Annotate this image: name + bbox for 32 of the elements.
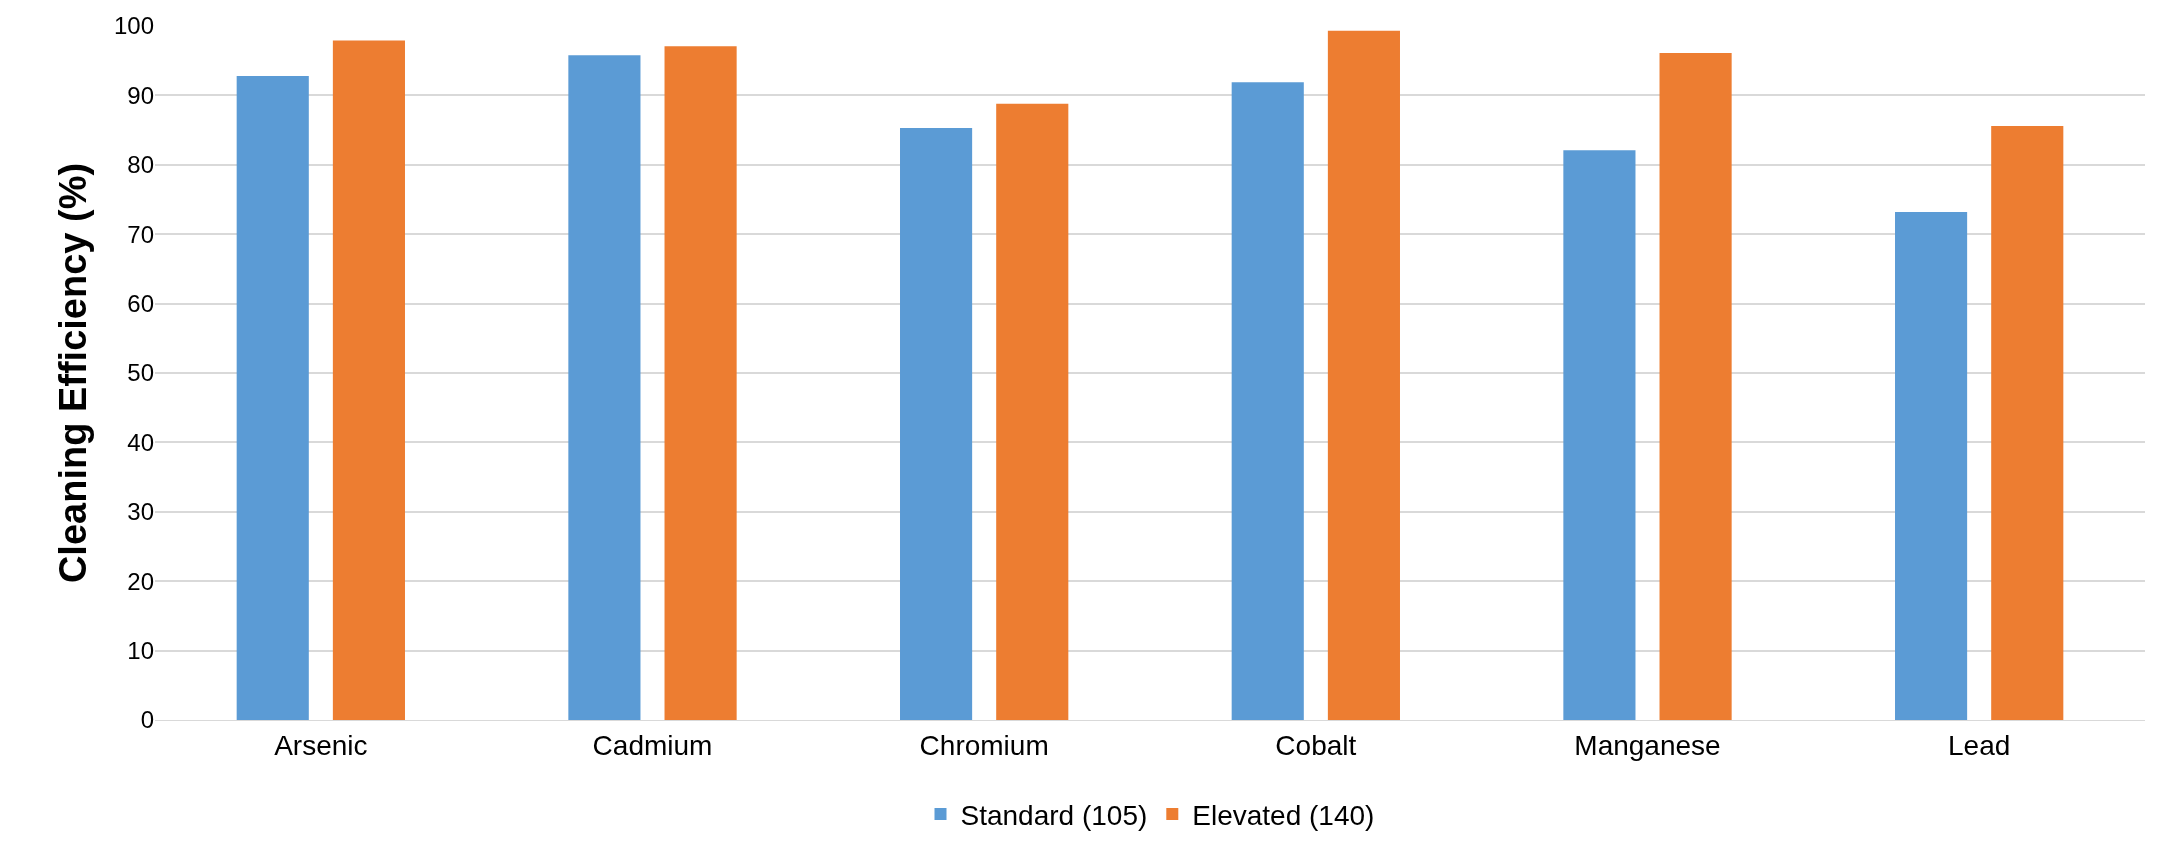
y-tick-label: 20 (127, 567, 154, 595)
bar (996, 103, 1069, 720)
y-tick-label: 50 (127, 359, 154, 387)
bar (900, 128, 973, 720)
y-tick-label: 100 (113, 12, 154, 40)
y-tick-label: 60 (127, 290, 154, 317)
legend-label: Standard (105) (960, 800, 1148, 832)
bar (568, 55, 641, 720)
x-tick-label: Arsenic (274, 729, 368, 761)
bar (1895, 211, 1968, 720)
bar (1231, 82, 1304, 720)
y-tick-label: 40 (127, 428, 154, 456)
x-tick-label: Cadmium (592, 729, 713, 761)
bar (1659, 53, 1732, 720)
y-tick-label: 80 (127, 151, 154, 179)
x-tick-label: Chromium (919, 729, 1049, 761)
legend-label: Elevated (140) (1192, 800, 1375, 832)
y-tick-label: 70 (127, 220, 154, 248)
bar (1327, 30, 1400, 720)
bar (664, 46, 737, 720)
y-tick-label: 10 (127, 637, 154, 664)
y-tick-label: 90 (127, 81, 154, 109)
y-tick-label: 30 (127, 498, 154, 526)
y-axis-title: Cleaning Efficiency (%) (52, 162, 95, 584)
x-tick-label: Lead (1948, 729, 2011, 761)
x-tick-label: Cobalt (1275, 729, 1357, 761)
x-tick-label: Manganese (1574, 729, 1721, 761)
bar (236, 75, 309, 720)
bar (1563, 150, 1636, 720)
bar (1991, 125, 2064, 720)
bar (332, 40, 405, 720)
y-tick-label: 0 (140, 706, 154, 734)
